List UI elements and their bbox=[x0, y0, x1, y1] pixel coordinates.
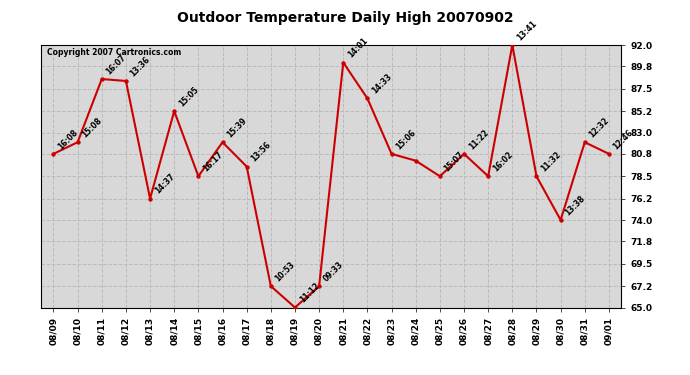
Text: 14:37: 14:37 bbox=[153, 172, 177, 196]
Text: 16:08: 16:08 bbox=[57, 128, 80, 151]
Text: 13:36: 13:36 bbox=[129, 55, 152, 78]
Text: 15:08: 15:08 bbox=[81, 116, 104, 140]
Point bbox=[313, 283, 324, 289]
Point bbox=[120, 78, 131, 84]
Text: 15:07: 15:07 bbox=[443, 150, 466, 174]
Text: 16:17: 16:17 bbox=[201, 150, 225, 174]
Point bbox=[48, 151, 59, 157]
Point bbox=[482, 173, 493, 179]
Text: 09:33: 09:33 bbox=[322, 260, 345, 284]
Text: 13:38: 13:38 bbox=[564, 194, 587, 217]
Point bbox=[241, 164, 252, 170]
Text: 13:56: 13:56 bbox=[250, 140, 273, 164]
Text: 12:46: 12:46 bbox=[612, 128, 635, 151]
Point bbox=[579, 139, 590, 145]
Text: 11:22: 11:22 bbox=[467, 128, 490, 151]
Text: 15:06: 15:06 bbox=[395, 128, 417, 151]
Text: 11:12: 11:12 bbox=[298, 281, 321, 305]
Text: 15:05: 15:05 bbox=[177, 85, 200, 108]
Text: 14:01: 14:01 bbox=[346, 36, 369, 60]
Point bbox=[362, 96, 373, 102]
Text: 15:39: 15:39 bbox=[226, 116, 248, 140]
Text: 12:32: 12:32 bbox=[588, 116, 611, 140]
Point bbox=[72, 139, 83, 145]
Text: 14:33: 14:33 bbox=[371, 72, 393, 96]
Point bbox=[434, 173, 445, 179]
Point bbox=[410, 158, 421, 164]
Text: Copyright 2007 Cartronics.com: Copyright 2007 Cartronics.com bbox=[47, 48, 181, 57]
Point bbox=[289, 304, 300, 310]
Point bbox=[386, 151, 397, 157]
Point bbox=[168, 108, 179, 114]
Text: 10:53: 10:53 bbox=[274, 260, 297, 284]
Text: 16:07: 16:07 bbox=[105, 53, 128, 76]
Text: 11:32: 11:32 bbox=[540, 150, 562, 174]
Point bbox=[217, 139, 228, 145]
Point bbox=[531, 173, 542, 179]
Point bbox=[96, 76, 107, 82]
Point bbox=[555, 217, 566, 223]
Point bbox=[265, 283, 276, 289]
Text: Outdoor Temperature Daily High 20070902: Outdoor Temperature Daily High 20070902 bbox=[177, 11, 513, 25]
Text: 13:41: 13:41 bbox=[515, 19, 538, 42]
Text: 16:02: 16:02 bbox=[491, 150, 514, 174]
Point bbox=[193, 173, 204, 179]
Point bbox=[603, 151, 614, 157]
Point bbox=[145, 196, 156, 202]
Point bbox=[338, 60, 348, 66]
Point bbox=[458, 151, 469, 157]
Point bbox=[506, 42, 518, 48]
